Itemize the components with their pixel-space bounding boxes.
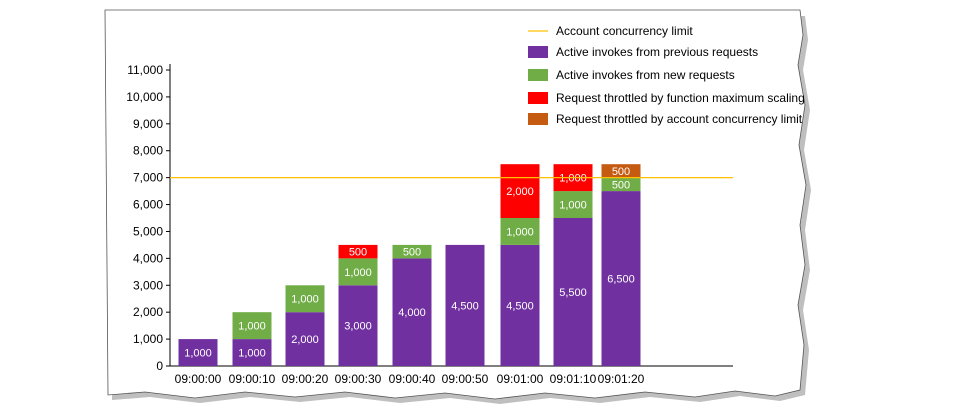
y-tick-label: 10,000 [126, 90, 163, 104]
y-tick-label: 8,000 [133, 144, 163, 158]
bar-segment [178, 339, 218, 366]
legend-label: Account concurrency limit [556, 24, 693, 38]
y-tick-label: 7,000 [133, 171, 163, 185]
bar-segment [285, 312, 325, 366]
bar-segment [338, 258, 378, 286]
bar-segment [232, 339, 272, 366]
data-label: 1,000 [559, 173, 587, 185]
legend-swatch [528, 46, 548, 58]
data-label: 4,500 [506, 300, 534, 312]
x-tick-label: 09:00:50 [442, 372, 489, 386]
data-label: 1,000 [344, 267, 372, 279]
data-label: 3,000 [344, 321, 372, 333]
data-label: 1,000 [184, 348, 212, 360]
data-label: 500 [349, 247, 367, 259]
data-label: 6,500 [607, 274, 635, 286]
data-label: 5,500 [559, 287, 587, 299]
bar-segment [601, 164, 641, 178]
y-tick-label: 2,000 [133, 305, 163, 319]
bar-segment [445, 244, 485, 366]
y-tick-label: 11,000 [127, 63, 163, 77]
data-label: 4,000 [398, 307, 426, 319]
data-label: 1,000 [238, 321, 266, 333]
bar-segment [500, 244, 540, 366]
y-tick-label: 0 [156, 359, 163, 373]
legend-label: Active invokes from new requests [556, 68, 735, 82]
data-label: 1,000 [506, 226, 534, 238]
y-tick-label: 1,000 [133, 332, 163, 346]
x-tick-label: 09:00:00 [175, 372, 222, 386]
data-label: 500 [612, 166, 630, 178]
legend-swatch [528, 69, 548, 81]
data-label: 1,000 [238, 348, 266, 360]
legend-label: Request throttled by function maximum sc… [556, 91, 805, 105]
legend: Account concurrency limit Active invokes … [528, 24, 805, 126]
bar-segment [232, 312, 272, 340]
data-label: 500 [612, 179, 630, 191]
data-label: 1,000 [291, 294, 319, 306]
legend-swatch [528, 92, 548, 104]
data-label: 4,500 [451, 300, 479, 312]
y-tick-label: 4,000 [133, 251, 163, 265]
bar-segment [285, 285, 325, 313]
bar-segment [500, 218, 540, 245]
legend-label: Active invokes from previous requests [556, 45, 758, 59]
x-tick-label: 09:00:20 [282, 372, 329, 386]
data-label: 1,000 [559, 200, 587, 212]
bar-segment [338, 244, 378, 259]
x-tick-label: 09:00:30 [335, 372, 382, 386]
x-tick-label: 09:00:40 [389, 372, 436, 386]
data-label: 2,000 [506, 186, 534, 198]
y-tick-label: 9,000 [133, 117, 163, 131]
bar-segment [553, 191, 593, 218]
bar-segment [500, 164, 540, 218]
data-label: 500 [403, 247, 421, 259]
bar-segment [601, 177, 641, 192]
x-tick-label: 09:01:10 [550, 372, 597, 386]
data-label: 2,000 [291, 334, 319, 346]
y-tick-label: 3,000 [133, 278, 163, 292]
y-tick-label: 6,000 [133, 198, 163, 212]
x-tick-label: 09:01:00 [497, 372, 544, 386]
bar-segment [392, 258, 432, 366]
x-tick-label: 09:01:20 [598, 372, 645, 386]
bar-segment [553, 218, 593, 366]
bars: 09:00:00 1,000 09:00:10 1,000 1,000 09:00:20 2… [175, 164, 645, 386]
bar-segment [338, 285, 378, 366]
y-tick-label: 5,000 [133, 224, 163, 238]
x-tick-label: 09:00:10 [229, 372, 276, 386]
legend-swatch [528, 113, 548, 125]
legend-label: Request throttled by account concurrency… [556, 112, 803, 126]
bar-segment [392, 244, 432, 259]
bar-segment [601, 191, 641, 366]
